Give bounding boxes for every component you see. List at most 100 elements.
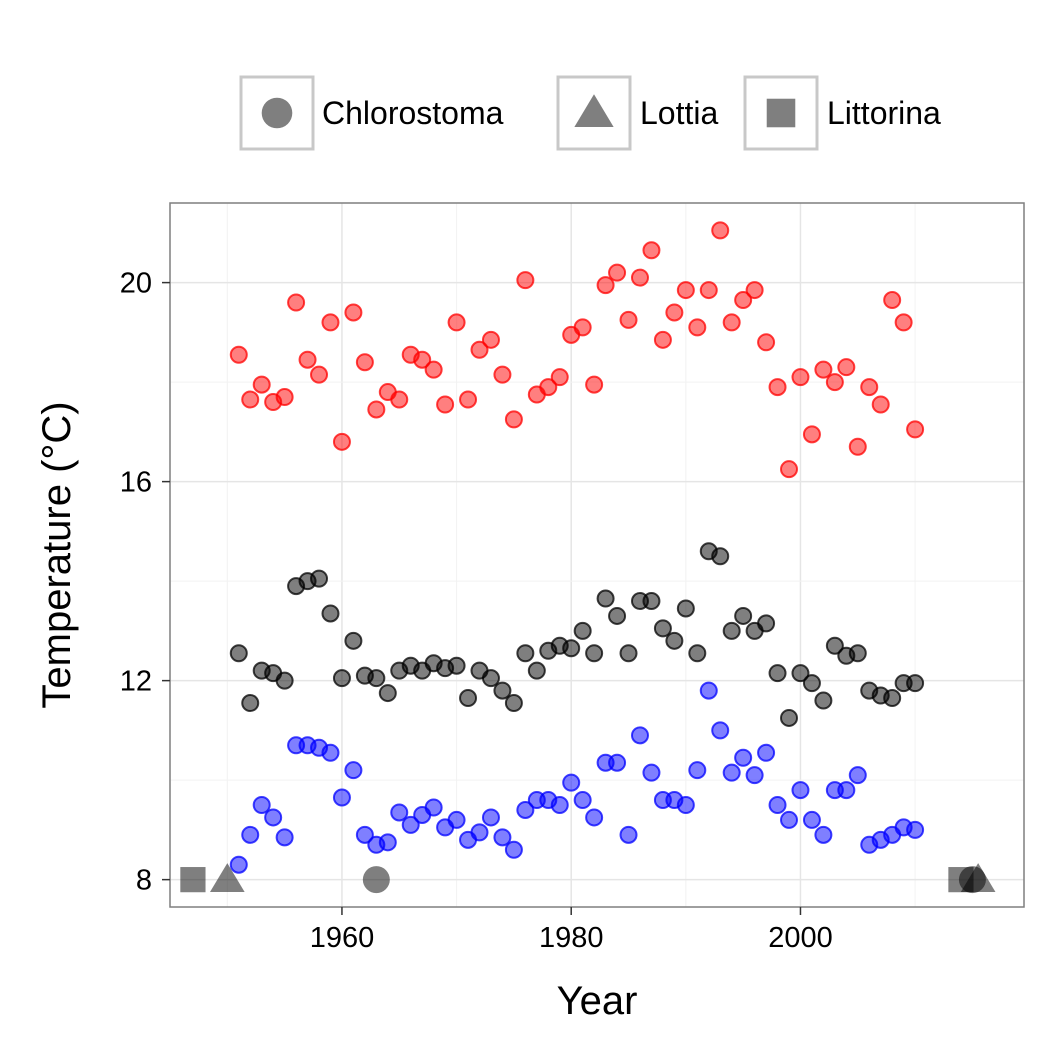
triangle-icon: [574, 94, 614, 128]
data-point: [711, 221, 730, 240]
square-icon: [766, 98, 796, 128]
panel-background: [170, 203, 1024, 907]
data-point: [264, 808, 283, 827]
data-point: [481, 330, 500, 349]
legend-item-lottia: Lottia: [556, 75, 718, 151]
data-point: [722, 313, 741, 332]
legend-label: Littorina: [827, 95, 941, 131]
data-point: [676, 281, 695, 300]
data-point: [802, 674, 821, 693]
data-point: [814, 825, 833, 844]
data-point: [699, 281, 718, 300]
data-point: [550, 368, 569, 387]
data-point: [608, 753, 627, 772]
data-point: [447, 656, 466, 675]
data-point: [768, 378, 787, 397]
data-point: [504, 410, 523, 429]
series-red: [229, 221, 925, 479]
data-point: [848, 437, 867, 456]
data-point: [619, 644, 638, 663]
x-tick-label: 1980: [539, 922, 604, 954]
data-point: [436, 395, 455, 414]
y-tick-label: 20: [120, 268, 152, 300]
data-point: [298, 350, 317, 369]
data-point: [585, 375, 604, 394]
data-point: [711, 547, 730, 566]
data-point: [653, 330, 672, 349]
data-point: [321, 313, 340, 332]
series-blue: [229, 681, 925, 874]
y-tick-label: 12: [120, 666, 152, 698]
data-point: [802, 425, 821, 444]
legend-label: Lottia: [640, 95, 718, 131]
data-point: [241, 825, 260, 844]
data-point: [275, 388, 294, 407]
data-point: [516, 644, 535, 663]
data-point: [287, 293, 306, 312]
data-point: [401, 815, 420, 834]
data-point: [481, 669, 500, 688]
data-point: [906, 674, 925, 693]
data-point: [676, 796, 695, 815]
data-point: [734, 291, 753, 310]
data-point: [757, 614, 776, 633]
square-marker: [180, 867, 206, 893]
data-point: [642, 763, 661, 782]
data-point: [424, 360, 443, 379]
data-point: [825, 373, 844, 392]
data-point: [860, 378, 879, 397]
data-point: [504, 694, 523, 713]
data-point: [493, 828, 512, 847]
data-point: [504, 840, 523, 859]
data-point: [470, 340, 489, 359]
triangle-marker: [960, 863, 996, 893]
data-point: [825, 636, 844, 655]
data-point: [906, 820, 925, 839]
data-point: [562, 639, 581, 658]
data-point: [344, 631, 363, 650]
data-point: [573, 621, 592, 640]
data-point: [275, 828, 294, 847]
circle-marker: [362, 866, 390, 894]
data-point: [711, 721, 730, 740]
data-point: [848, 644, 867, 663]
data-point: [791, 781, 810, 800]
data-point: [310, 569, 329, 588]
data-point: [459, 390, 478, 409]
data-point: [608, 263, 627, 282]
data-point: [780, 460, 799, 479]
data-point: [367, 400, 386, 419]
data-point: [585, 808, 604, 827]
data-point: [355, 825, 374, 844]
data-point: [447, 810, 466, 829]
data-point: [229, 644, 248, 663]
triangle-marker: [209, 863, 245, 893]
data-point: [344, 303, 363, 322]
x-axis-title: Year: [557, 979, 638, 1023]
data-point: [321, 604, 340, 623]
data-point: [550, 796, 569, 815]
data-point: [447, 313, 466, 332]
data-point: [814, 360, 833, 379]
data-point: [802, 810, 821, 829]
data-point: [470, 823, 489, 842]
data-point: [378, 684, 397, 703]
data-point: [837, 781, 856, 800]
data-point: [688, 318, 707, 337]
data-point: [573, 791, 592, 810]
data-point: [630, 268, 649, 287]
data-point: [332, 432, 351, 451]
data-point: [665, 303, 684, 322]
data-point: [390, 803, 409, 822]
y-tick-label: 16: [120, 467, 152, 499]
data-point: [642, 592, 661, 611]
legend-label: Chlorostoma: [322, 95, 504, 131]
data-point: [734, 606, 753, 625]
data-point: [780, 708, 799, 727]
data-point: [481, 808, 500, 827]
data-point: [688, 761, 707, 780]
data-point: [608, 606, 627, 625]
data-point: [459, 689, 478, 708]
data-point: [229, 345, 248, 364]
